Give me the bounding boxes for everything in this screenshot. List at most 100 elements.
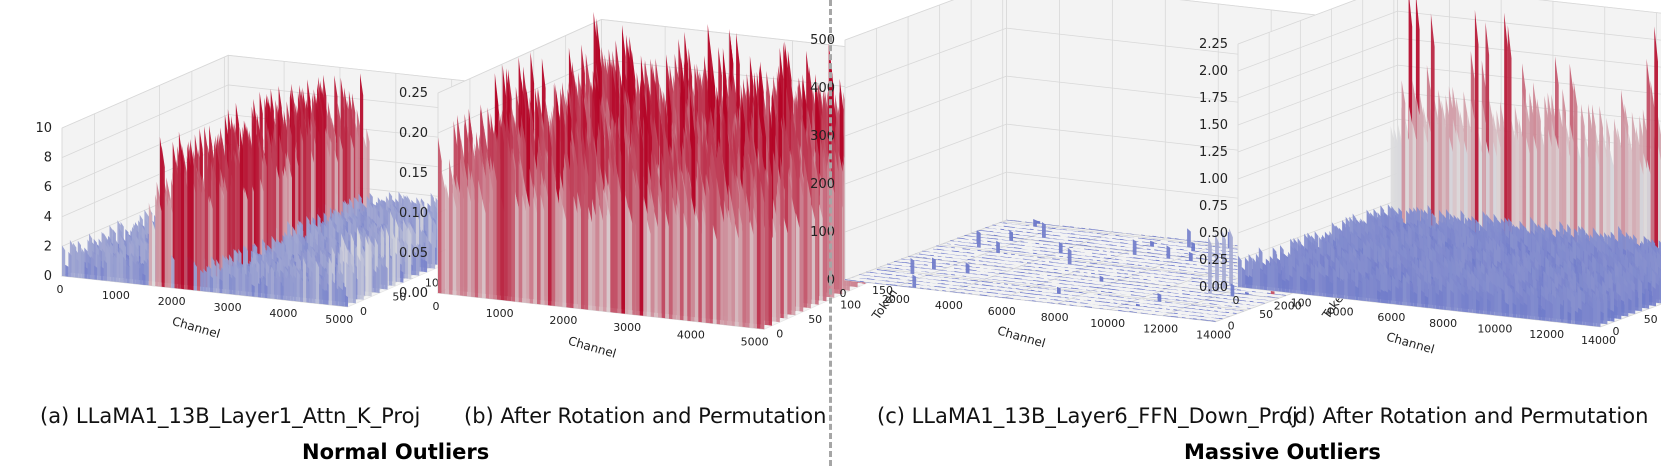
surface-bar <box>431 230 436 269</box>
surface-bar <box>310 149 314 235</box>
surface-bar <box>679 162 684 321</box>
surface-bar <box>129 253 133 284</box>
surface-bar <box>500 115 504 301</box>
surface-bar <box>496 131 501 300</box>
surface-bar <box>661 152 666 319</box>
surface-bar <box>341 288 345 307</box>
surface-bar <box>731 200 735 326</box>
surface-bar <box>171 254 175 289</box>
surface-bar <box>518 160 523 303</box>
surface-bar <box>803 154 808 308</box>
surface-bar <box>428 240 432 269</box>
surface-bar <box>423 259 428 273</box>
x-axis-label: Channel <box>170 314 221 341</box>
surface-bar <box>78 245 82 279</box>
surface-bar <box>606 214 611 313</box>
surface-bar <box>1132 239 1137 256</box>
surface-bar <box>100 266 104 281</box>
surface-bar <box>1042 222 1046 239</box>
surface-bar <box>694 213 699 322</box>
surface-bar <box>384 264 388 290</box>
surface-bar <box>184 168 188 290</box>
surface-bar <box>296 269 300 302</box>
surface-bar <box>738 207 743 327</box>
surface-bar <box>507 136 512 302</box>
surface-bar <box>562 204 567 308</box>
surface-bar <box>749 221 754 328</box>
z-tick-label: 0.05 <box>399 246 428 261</box>
surface-bar <box>187 143 191 290</box>
y-tick-label: 0 <box>360 305 367 318</box>
surface-bar <box>103 259 107 281</box>
surface-bar <box>376 265 380 293</box>
z-tick-label: 0.25 <box>399 86 428 101</box>
surface-bar <box>279 134 283 257</box>
surface-bar <box>389 255 393 286</box>
surface-bar <box>152 220 156 286</box>
surface-bar <box>599 204 603 312</box>
surface-bar <box>614 152 618 313</box>
surface-bar <box>373 268 377 293</box>
surface-bar <box>290 274 294 301</box>
surface-bar <box>344 294 348 307</box>
z-tick-label: 8 <box>44 151 52 166</box>
surface-bar <box>338 285 342 307</box>
surface-bar <box>309 275 313 303</box>
surface-bar <box>164 192 168 288</box>
surface-bar <box>293 274 297 302</box>
surface-bar <box>555 184 559 307</box>
surface-bar <box>701 209 706 323</box>
surface-bar <box>727 207 732 326</box>
surface-bar <box>139 267 143 285</box>
surface-bar <box>753 207 757 329</box>
surface-bar <box>349 260 353 303</box>
y-tick-label: 100 <box>840 299 861 312</box>
surface-bar <box>74 248 79 278</box>
surface-bar <box>734 223 739 327</box>
surface-bar <box>788 168 792 315</box>
surface-bar <box>540 194 545 305</box>
x-tick-label: 3000 <box>214 301 242 314</box>
surface-bar <box>248 270 252 297</box>
surface-bar <box>235 264 239 295</box>
surface-bar <box>123 256 127 283</box>
surface-bar <box>303 110 307 247</box>
surface-bar <box>193 262 197 291</box>
surface-bar <box>819 204 823 301</box>
surface-bar <box>588 206 592 311</box>
surface-bar <box>529 168 534 304</box>
surface-bar <box>126 263 130 284</box>
surface-bar <box>526 190 530 304</box>
surface-bar <box>799 176 804 312</box>
surface-bar <box>654 211 658 318</box>
surface-bar <box>264 284 268 299</box>
surface-bar <box>270 265 275 299</box>
surface-bar <box>709 164 713 324</box>
surface-bar <box>318 96 323 240</box>
surface-bar <box>161 145 165 288</box>
surface-bar <box>482 198 486 299</box>
x-tick-label: 4000 <box>677 328 705 341</box>
z-tick-label: 0.10 <box>399 206 428 221</box>
surface-bar <box>460 157 464 296</box>
z-tick-label: 0 <box>44 269 52 284</box>
surface-bar <box>595 180 600 311</box>
surface-bar <box>335 286 339 306</box>
surface-bar <box>672 197 677 320</box>
x-tick-label: 1000 <box>102 289 130 302</box>
surface-bar <box>791 196 796 316</box>
surface-bar <box>573 196 578 309</box>
surface-bar <box>347 100 351 226</box>
surface-bar <box>537 151 541 305</box>
surface-bar <box>319 283 323 304</box>
surface-bar <box>97 253 101 281</box>
surface-bar <box>203 268 207 292</box>
surface-bar <box>180 143 185 290</box>
surface-bar <box>783 217 788 319</box>
surface-bar <box>698 159 702 323</box>
x-tick-label: 5000 <box>741 335 769 348</box>
surface-bar <box>283 274 287 301</box>
y-tick-label: 50 <box>808 313 822 326</box>
surface-bar <box>145 264 149 286</box>
